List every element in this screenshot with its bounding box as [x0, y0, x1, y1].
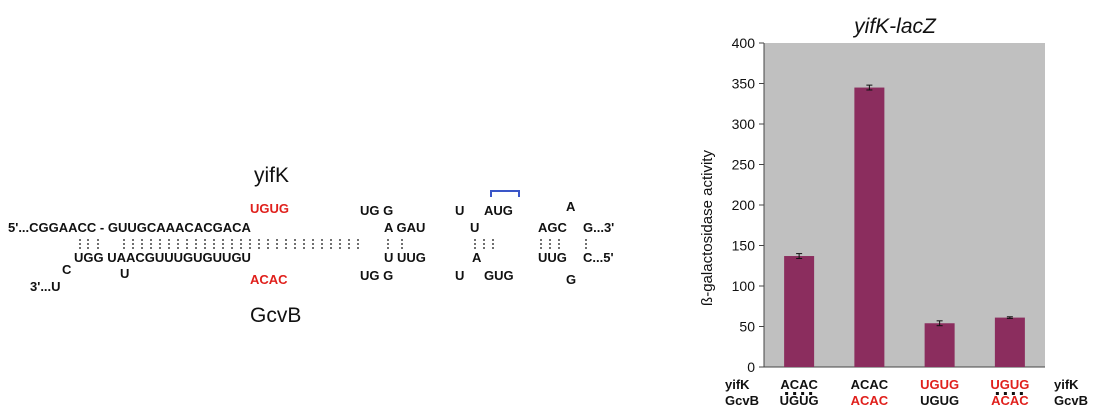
top-strand-segment: AUG	[484, 203, 513, 218]
pairing-dot	[1011, 392, 1015, 395]
pairing-dot	[1003, 392, 1007, 395]
y-tick-label: 0	[747, 359, 755, 375]
category-yifk-label: UGUG	[990, 377, 1029, 392]
row-label-yifk-right: yifK	[1054, 377, 1079, 392]
bar	[924, 323, 955, 367]
top-strand-segment: UG G	[360, 203, 393, 218]
bottom-strand-segment: C...5'	[583, 250, 614, 265]
y-tick-label: 400	[732, 35, 756, 51]
pairing-dot	[785, 392, 789, 395]
y-tick-label: 100	[732, 278, 756, 294]
category-yifk-label: ACAC	[851, 377, 889, 392]
bar	[994, 317, 1025, 367]
top-strand-segment: 5'...CGGAACC - GUUGCAAACACGACA	[8, 220, 251, 235]
y-tick-label: 250	[732, 157, 756, 173]
category-gcvb-label: ACAC	[851, 393, 889, 408]
top-strand-segment: U	[470, 220, 479, 235]
pairing-dot	[793, 392, 797, 395]
y-axis-label: ß-galactosidase activity	[699, 150, 716, 306]
chart-title: yifK-lacZ	[852, 15, 937, 38]
start-codon-bracket	[490, 190, 520, 197]
bottom-strand-segment: A	[472, 250, 482, 265]
rna-pairing-diagram: yifK GcvB UGUG ACAC 5'...CGGAACC - GUUGC…	[8, 164, 614, 327]
pairing-dot	[801, 392, 805, 395]
top-strand-segment: AGC	[538, 220, 568, 235]
category-gcvb-label: UGUG	[920, 393, 959, 408]
bar	[784, 256, 815, 367]
top-strand-segment: U	[455, 203, 464, 218]
top-strand-segment: A GAU	[384, 220, 425, 235]
bottom-strand-segment: U UUG	[384, 250, 426, 265]
pairing-dot	[995, 392, 999, 395]
category-yifk-label: UGUG	[920, 377, 959, 392]
y-tick-label: 150	[732, 238, 756, 254]
bottom-strand-segment: 3'...U	[30, 279, 61, 294]
base-pair-ticks	[79, 239, 587, 250]
row-label-yifk-left: yifK	[725, 377, 750, 392]
y-tick-label: 300	[732, 116, 756, 132]
bottom-strand-segment: G	[566, 272, 576, 287]
row-label-gcvb-right: GcvB	[1054, 393, 1088, 408]
bottom-strand-segment: U	[455, 268, 464, 283]
bottom-strand-segment: UUG	[538, 250, 567, 265]
bottom-strand-segment: U	[120, 266, 129, 281]
top-strand-segment: A	[566, 199, 576, 214]
pairing-dot	[1019, 392, 1023, 395]
y-tick-label: 350	[732, 76, 756, 92]
gcvb-red-motif: ACAC	[250, 272, 288, 287]
bar	[854, 87, 885, 368]
gcvb-label: GcvB	[250, 304, 301, 327]
bottom-strand-segment: GUG	[484, 268, 514, 283]
yifk-label: yifK	[254, 164, 289, 187]
yifk-red-motif: UGUG	[250, 201, 289, 216]
y-tick-label: 50	[739, 319, 755, 335]
category-gcvb-label: ACAC	[991, 393, 1029, 408]
y-tick-label: 200	[732, 197, 756, 213]
top-strand-segment: G...3'	[583, 220, 614, 235]
bottom-strand-segment: C	[62, 262, 72, 277]
bottom-strand-segment: UG G	[360, 268, 393, 283]
pairing-dot	[809, 392, 813, 395]
category-yifk-label: ACAC	[780, 377, 818, 392]
row-label-gcvb-left: GcvB	[725, 393, 759, 408]
y-axis: 0 50 100 150 200 250 300 350 400	[732, 35, 1045, 375]
bars	[784, 84, 1025, 368]
category-gcvb-label: UGUG	[780, 393, 819, 408]
bottom-strand-segment: UGG UAACGUUUGUGUUGU	[74, 250, 251, 265]
